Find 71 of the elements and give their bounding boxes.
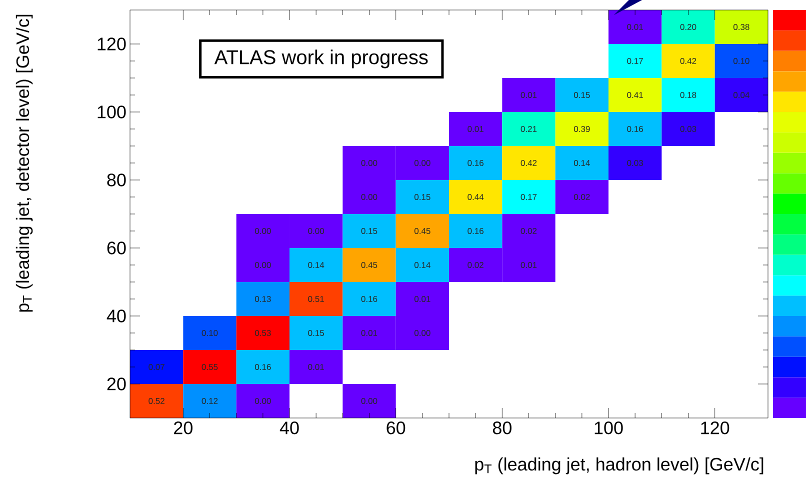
data-label: 0.15 [574, 92, 590, 98]
data-label: 0.01 [520, 92, 537, 98]
data-label: 0.16 [254, 364, 271, 370]
data-label: 0.16 [627, 126, 643, 132]
x-tick-label: 80 [492, 422, 512, 434]
x-tick-label: 100 [594, 422, 623, 434]
data-label: 0.51 [308, 296, 324, 302]
data-label: 0.15 [308, 330, 324, 336]
y-tick-label: 120 [98, 38, 126, 50]
data-label: 0.16 [361, 296, 378, 302]
data-label: 0.20 [680, 24, 696, 30]
data-label: 0.16 [468, 228, 484, 234]
data-label: 0.42 [520, 160, 537, 166]
y-tick-label: 100 [98, 106, 126, 118]
data-label: 0.41 [627, 92, 643, 98]
data-label: 0.01 [414, 296, 430, 302]
data-label: 0.45 [361, 262, 378, 268]
data-label: 0.17 [627, 58, 643, 64]
data-label: 0.01 [468, 126, 484, 132]
x-tick-label: 40 [280, 422, 299, 434]
data-label: 0.02 [468, 262, 484, 268]
data-label: 0.39 [574, 126, 590, 132]
data-label: 0.02 [520, 228, 537, 234]
x-tick-label: 20 [174, 422, 192, 434]
data-label: 0.00 [414, 330, 430, 336]
data-label: 0.00 [361, 194, 378, 200]
data-label: 0.38 [733, 24, 750, 30]
y-tick-label: 40 [106, 310, 126, 322]
data-label: 0.42 [680, 58, 696, 64]
data-label: 0.07 [148, 364, 164, 370]
data-label: 0.14 [308, 262, 324, 268]
data-label: 0.00 [308, 228, 324, 234]
data-label: 0.02 [574, 194, 590, 200]
annotation: ATLAS work in progress [214, 50, 428, 68]
data-label: 0.17 [520, 194, 537, 200]
data-label: 0.55 [202, 364, 218, 370]
data-label: 0.00 [414, 160, 430, 166]
data-label: 0.52 [148, 398, 164, 404]
y-axis-title: p$_{T}$ (leading jet, detector level) [GeV/c] [16, 14, 33, 312]
data-label: 0.53 [254, 330, 271, 336]
data-label: 0.03 [680, 126, 696, 132]
data-label: 0.00 [361, 398, 378, 404]
y-tick-label: 80 [107, 174, 126, 186]
data-label: 0.13 [254, 296, 271, 302]
data-label: 0.10 [733, 58, 750, 64]
data-label: 0.18 [680, 92, 696, 98]
y-tick-label: 20 [107, 378, 126, 390]
data-label: 0.00 [254, 228, 271, 234]
data-label: 0.10 [202, 330, 218, 336]
data-label: 0.12 [202, 398, 218, 404]
data-label: 0.14 [414, 262, 430, 268]
data-label: 0.01 [520, 262, 537, 268]
data-label: 0.15 [361, 228, 378, 234]
data-label: 0.21 [520, 126, 537, 132]
data-label: 0.15 [414, 194, 430, 200]
data-label: 0.14 [574, 160, 590, 166]
data-label: 0.00 [254, 262, 271, 268]
data-label: 0.16 [468, 160, 484, 166]
data-label: 0.01 [627, 24, 643, 30]
x-axis-title: p$_{T}$ (leading jet, hadron level) [GeV/c] [475, 457, 764, 474]
data-label: 0.01 [361, 330, 378, 336]
x-tick-label: 60 [386, 422, 406, 434]
x-tick-label: 120 [701, 422, 730, 434]
data-label: 0.45 [414, 228, 430, 234]
data-label: 0.01 [308, 364, 324, 370]
data-label: 0.00 [254, 398, 271, 404]
data-label: 0.03 [627, 160, 643, 166]
data-label: 0.00 [361, 160, 378, 166]
data-label: 0.44 [468, 194, 484, 200]
data-label: 0.04 [733, 92, 750, 98]
y-tick-label: 60 [107, 242, 126, 254]
